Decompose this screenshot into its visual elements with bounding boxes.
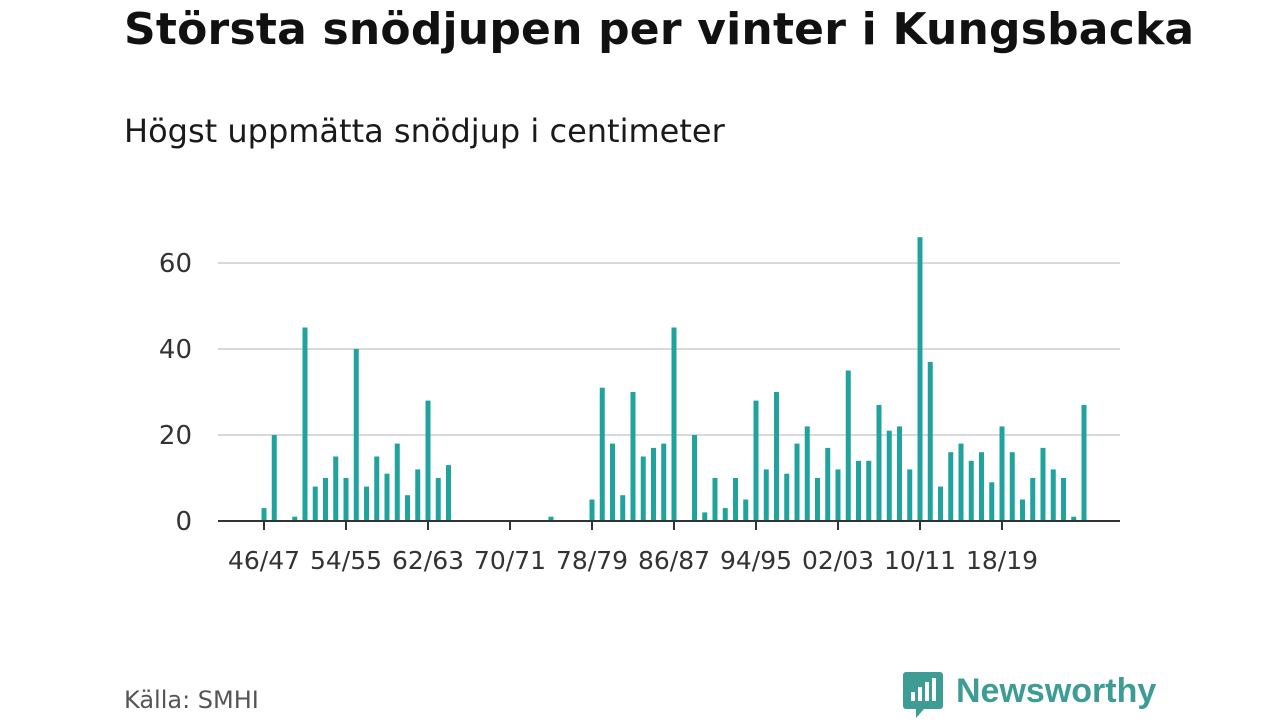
bar xyxy=(979,452,984,521)
bar xyxy=(989,482,995,521)
x-tick-label: 02/03 xyxy=(802,546,874,575)
bar xyxy=(1020,499,1025,521)
bar xyxy=(876,404,882,521)
bar xyxy=(722,508,728,521)
bar xyxy=(733,478,738,521)
chart-subtitle: Högst uppmätta snödjup i centimeter xyxy=(124,112,725,150)
bar xyxy=(1030,478,1036,521)
bar xyxy=(425,400,431,521)
bar xyxy=(1050,469,1056,521)
bar xyxy=(620,495,626,521)
bar xyxy=(333,456,339,521)
x-tick-label: 10/11 xyxy=(884,546,956,575)
bar xyxy=(712,478,718,521)
bar xyxy=(907,469,913,521)
bar xyxy=(640,456,646,521)
bar xyxy=(599,387,605,521)
bar xyxy=(815,478,820,521)
bar xyxy=(446,465,451,521)
bar xyxy=(630,392,636,521)
bar xyxy=(886,430,892,521)
bar xyxy=(353,349,359,521)
bar xyxy=(958,443,964,521)
x-tick-label: 46/47 xyxy=(228,546,300,575)
bar xyxy=(866,460,872,521)
x-tick-label: 62/63 xyxy=(392,546,464,575)
bar xyxy=(763,469,769,521)
y-tick-label: 20 xyxy=(159,421,192,451)
x-tick-label: 78/79 xyxy=(556,546,628,575)
bar xyxy=(261,508,267,521)
bar xyxy=(897,426,902,521)
bar xyxy=(1071,516,1077,521)
bar xyxy=(312,486,318,521)
bar xyxy=(589,499,595,521)
bar xyxy=(435,478,441,521)
bar xyxy=(323,478,328,521)
bar xyxy=(743,499,749,521)
x-tick-label: 54/55 xyxy=(310,546,382,575)
bar xyxy=(651,447,656,521)
bar xyxy=(384,473,390,521)
bar xyxy=(825,447,831,521)
chart-title: Största snödjupen per vinter i Kungsback… xyxy=(124,4,1195,55)
bar xyxy=(364,486,369,521)
bar xyxy=(1040,447,1046,521)
x-tick-label: 18/19 xyxy=(966,546,1038,575)
bar xyxy=(804,426,810,521)
bar xyxy=(692,435,697,521)
bar xyxy=(784,473,790,521)
bar xyxy=(610,443,615,521)
y-tick-label: 40 xyxy=(159,335,192,365)
bar xyxy=(753,400,759,521)
bar xyxy=(938,486,943,521)
bar xyxy=(394,443,400,521)
x-tick-label: 70/71 xyxy=(474,546,546,575)
bar xyxy=(948,452,954,521)
bar xyxy=(1061,478,1066,521)
bar xyxy=(917,237,923,521)
bar xyxy=(661,443,667,521)
bar xyxy=(302,327,308,521)
bar xyxy=(968,460,974,521)
source-note: Källa: SMHI xyxy=(124,686,259,714)
newsworthy-logo: Newsworthy xyxy=(902,670,1156,720)
bar xyxy=(856,460,861,521)
bar xyxy=(548,516,554,521)
newsworthy-logo-text: Newsworthy xyxy=(956,671,1157,710)
x-tick-label: 94/95 xyxy=(720,546,792,575)
bar xyxy=(343,478,349,521)
bar xyxy=(1081,404,1087,521)
bar xyxy=(794,443,800,521)
bar xyxy=(671,327,677,521)
bar xyxy=(845,370,851,521)
bar xyxy=(415,469,421,521)
bar xyxy=(999,426,1005,521)
bar xyxy=(292,516,298,521)
bar xyxy=(1009,452,1015,521)
bar xyxy=(374,456,380,521)
bar xyxy=(271,435,277,521)
x-tick-label: 86/87 xyxy=(638,546,710,575)
y-tick-label: 60 xyxy=(159,249,192,279)
y-tick-label: 0 xyxy=(175,507,192,537)
bar xyxy=(405,495,410,521)
bar xyxy=(927,361,933,521)
bar xyxy=(774,392,779,521)
newsworthy-logo-icon xyxy=(903,672,943,718)
bar xyxy=(702,512,708,521)
bar xyxy=(835,469,841,521)
